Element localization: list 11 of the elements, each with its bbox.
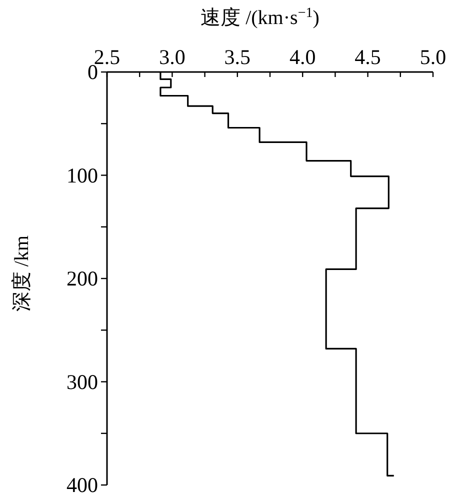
y-tick-label: 100 <box>66 163 98 188</box>
y-axis-title: 深度 /km <box>11 235 33 312</box>
x-tick-label: 4.5 <box>354 45 381 69</box>
x-tick-label: 4.0 <box>289 45 316 69</box>
x-tick-label: 5.0 <box>420 45 446 69</box>
x-axis-title: 速度 /(km·s$^{−1}$) <box>200 6 320 29</box>
y-tick-label: 300 <box>66 370 98 394</box>
y-tick-label: 400 <box>66 473 98 497</box>
x-tick-label: 3.0 <box>159 45 186 69</box>
x-tick-label: 3.5 <box>224 45 251 69</box>
y-tick-label: 200 <box>66 266 98 290</box>
